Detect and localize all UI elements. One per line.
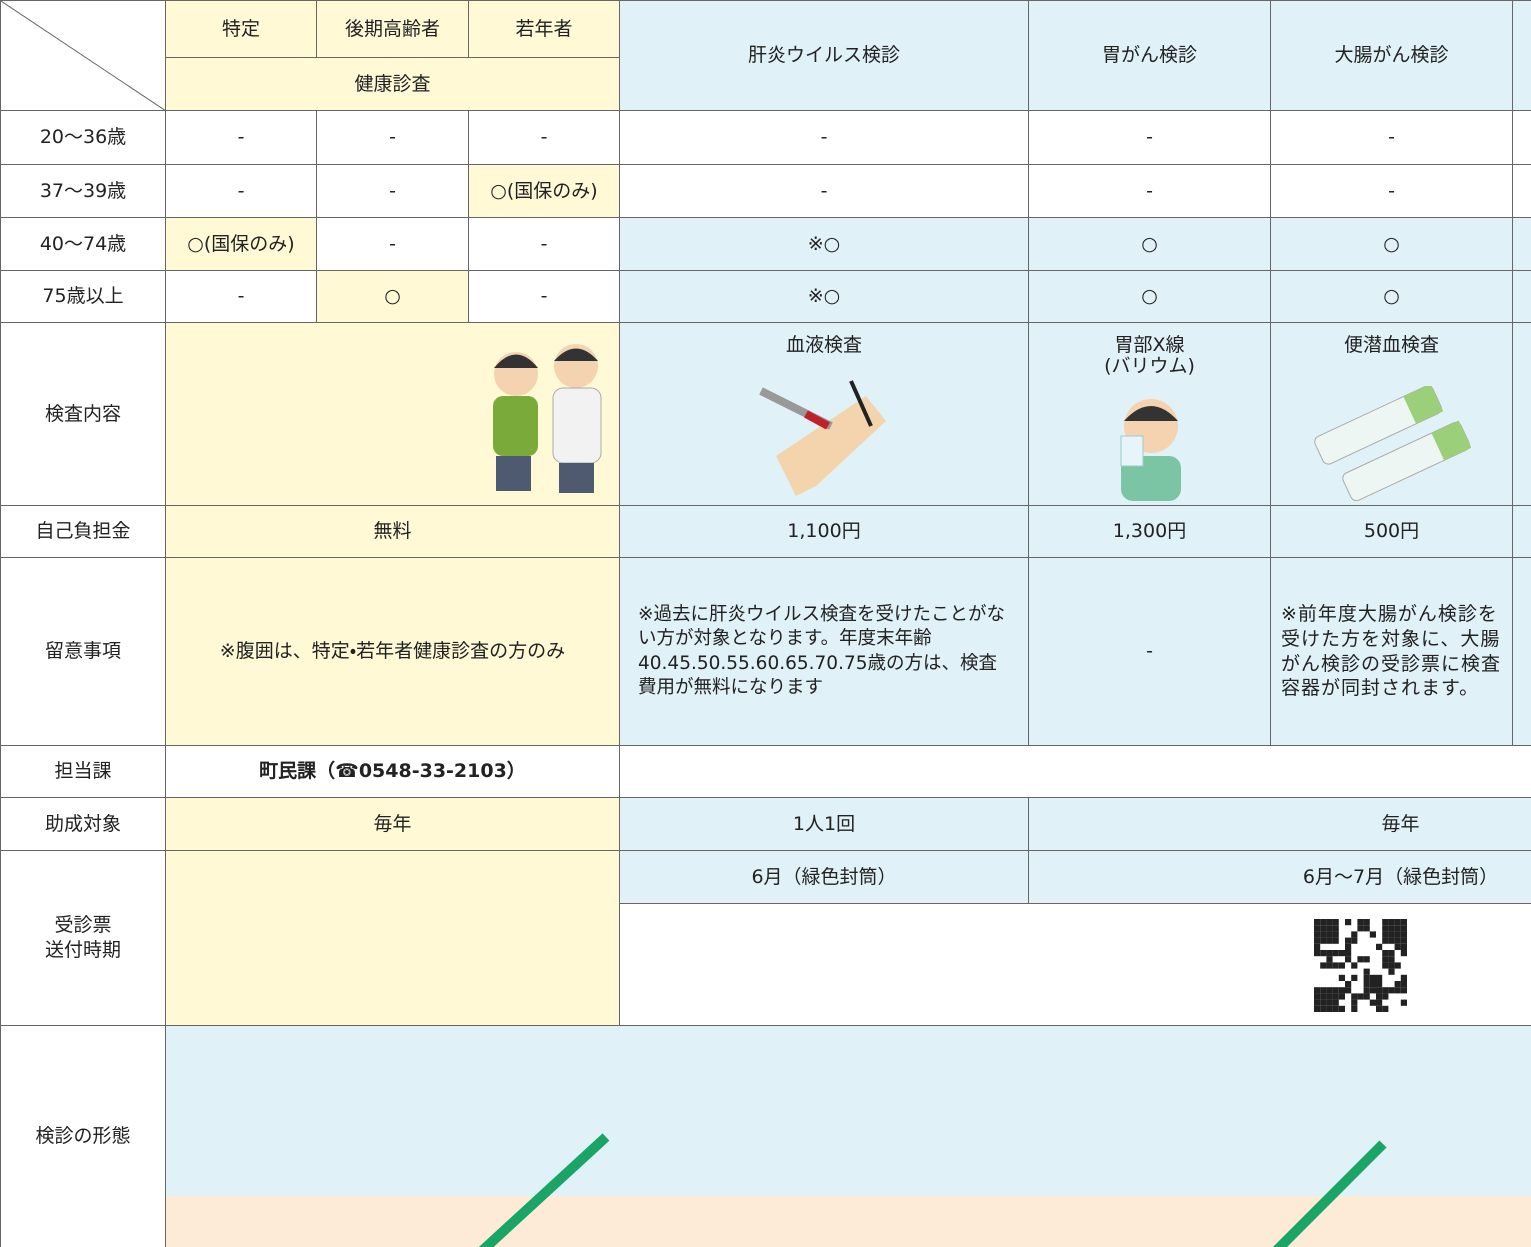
- cost-cell: 無料: [166, 506, 620, 558]
- age-cell: ○: [317, 271, 469, 323]
- cell: [166, 323, 620, 506]
- blue-area: [166, 1026, 1531, 1196]
- cell: [1513, 165, 1531, 218]
- age-cell: ○: [1271, 218, 1513, 271]
- age-cell: -: [469, 218, 620, 271]
- cell: [1513, 558, 1531, 746]
- cell: [1513, 111, 1531, 165]
- cell: [620, 746, 1531, 798]
- age-cell: ○: [1029, 271, 1271, 323]
- age-cell: -: [166, 271, 317, 323]
- cell: [1513, 1, 1531, 111]
- doctor-illustration: [493, 344, 602, 493]
- cost-cell: 500円: [1271, 506, 1513, 558]
- subsidy-cell: 毎年: [166, 798, 620, 851]
- age-cell: -: [166, 165, 317, 218]
- age-cell: ○(国保のみ): [166, 218, 317, 271]
- note-cell: ※腹囲は、特定・若年者健康診査の方のみ: [166, 558, 620, 746]
- row-label: 受診票 送付時期: [1, 851, 166, 1026]
- qr-code: [1314, 919, 1407, 1012]
- note-cell: ※前年度大腸がん検診を受けた方を対象に、大腸がん検診の受診票に検査容器が同封され…: [1271, 558, 1513, 746]
- row-label: 留意事項: [1, 558, 166, 746]
- age-cell: ※○: [620, 271, 1029, 323]
- subsidy-cell: 1人1回: [620, 798, 1029, 851]
- diagonal: [1, 1, 166, 111]
- age-cell: ○: [1271, 271, 1513, 323]
- age-cell: ○(国保のみ): [469, 165, 620, 218]
- age-cell: -: [1271, 165, 1513, 218]
- cell: [166, 851, 620, 1026]
- age-cell: -: [1029, 111, 1271, 165]
- age-cell: ※○: [620, 218, 1029, 271]
- pointer-line: [478, 1133, 610, 1247]
- subgroup-header: 若年者: [469, 1, 620, 58]
- note-cell: ※過去に肝炎ウイルス検査を受けたことがない方が対象となります。年度末年齢40.4…: [620, 558, 1029, 746]
- ticket-cell: 6月（緑色封筒）: [620, 851, 1029, 904]
- note-cell: -: [1029, 558, 1271, 746]
- pointer-line: [1272, 1140, 1387, 1247]
- cost-cell: 1,300円: [1029, 506, 1271, 558]
- age-label: 20〜36歳: [1, 111, 166, 165]
- exam-header: 肝炎ウイルス検診: [620, 1, 1029, 111]
- department-cell: 町民課（☎0548-33-2103）: [166, 746, 620, 798]
- age-cell: -: [469, 111, 620, 165]
- age-cell: -: [317, 218, 469, 271]
- age-cell: -: [317, 111, 469, 165]
- subgroup-header: 後期高齢者: [317, 1, 469, 58]
- subsidy-cell: 毎年: [1029, 798, 1531, 851]
- row-label: 担当課: [1, 746, 166, 798]
- age-cell: -: [317, 165, 469, 218]
- age-cell: -: [620, 165, 1029, 218]
- row-label: 検診の形態: [1, 1026, 166, 1247]
- cost-cell: 1,100円: [620, 506, 1029, 558]
- row-label: 検査内容: [1, 323, 166, 506]
- age-cell: -: [166, 111, 317, 165]
- age-cell: -: [469, 271, 620, 323]
- cell: [1513, 271, 1531, 323]
- stool-test-illustration: [1314, 386, 1471, 501]
- subgroup-header: 特定: [166, 1, 317, 58]
- barium-illustration: [1120, 399, 1181, 501]
- age-cell: ○: [1029, 218, 1271, 271]
- row-label: 助成対象: [1, 798, 166, 851]
- age-label: 37〜39歳: [1, 165, 166, 218]
- cell: [1513, 323, 1531, 506]
- ticket-cell: 6月〜7月（緑色封筒）: [1029, 851, 1531, 904]
- cell: [1513, 506, 1531, 558]
- row-label: 自己負担金: [1, 506, 166, 558]
- age-label: 75歳以上: [1, 271, 166, 323]
- blood-test-illustration: [759, 380, 886, 496]
- age-cell: -: [1029, 165, 1271, 218]
- age-cell: -: [1271, 111, 1513, 165]
- exam-header: 大腸がん検診: [1271, 1, 1513, 111]
- cell: [1513, 218, 1531, 271]
- exam-header: 胃がん検診: [1029, 1, 1271, 111]
- age-cell: -: [620, 111, 1029, 165]
- group-header: 健康診査: [166, 58, 620, 111]
- age-label: 40〜74歳: [1, 218, 166, 271]
